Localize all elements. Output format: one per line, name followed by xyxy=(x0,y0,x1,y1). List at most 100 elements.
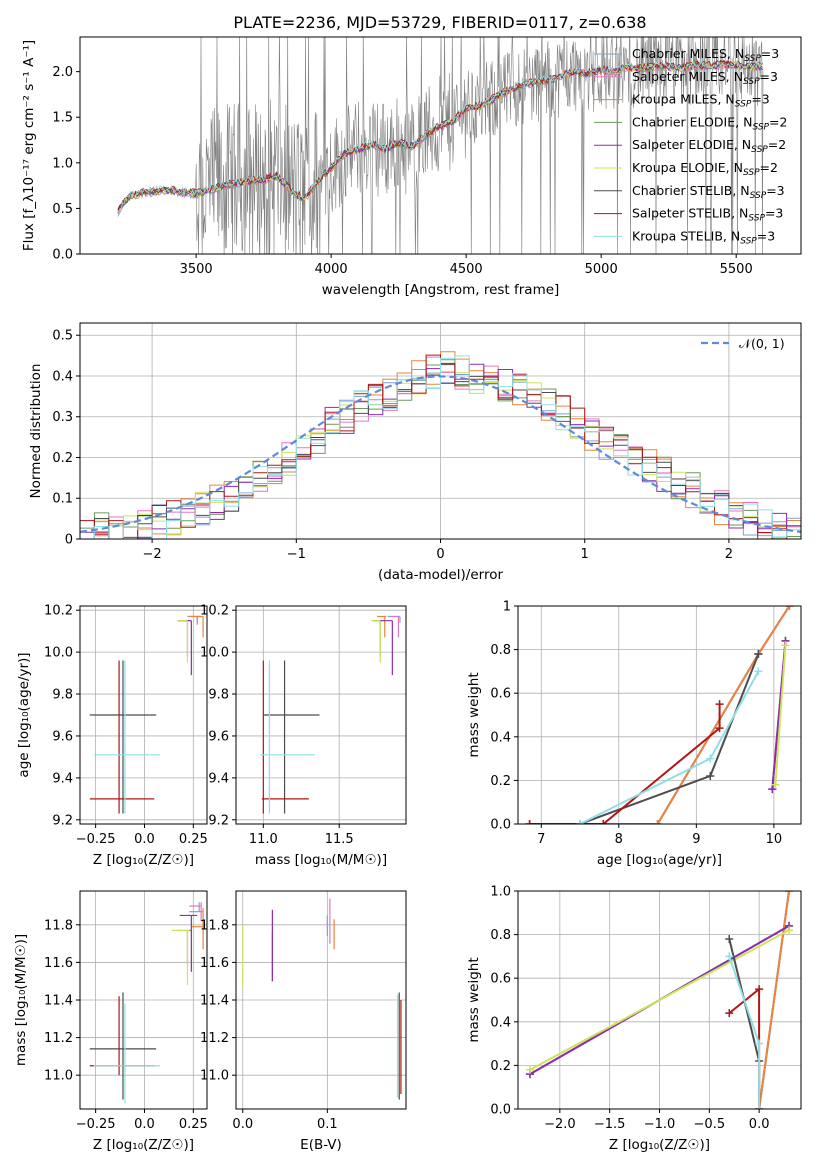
panel-z-age: −0.25 0.0 0.25 9.2 9.4 9.6 9.8 10.0 10.2 Z [log₁₀… xyxy=(16,604,208,868)
y-tick-label: 11.2 xyxy=(200,1031,229,1046)
panel-z-mass: −0.25 0.0 0.25 11.0 11.2 11.4 11.6 11.8 Z [log₁₀… xyxy=(13,890,208,1153)
y-axis-label: mass weight xyxy=(466,957,482,1042)
y-tick-label: 11.0 xyxy=(200,1069,229,1084)
y-tick-label: 0.4 xyxy=(490,1015,511,1030)
y-tick-label: 0.1 xyxy=(52,492,73,507)
plot-area-spectrum xyxy=(117,37,764,254)
normal-curve xyxy=(80,375,801,533)
y-tick-label: 11.6 xyxy=(44,956,73,971)
x-tick-label: 8 xyxy=(615,832,623,847)
legend-text: Kroupa MILES, N xyxy=(632,92,735,107)
legend-text: Salpeter ELODIE, N xyxy=(632,137,751,152)
x-tick-label: 1 xyxy=(581,547,589,562)
figure-title: PLATE=2236, MJD=53729, FIBERID=0117, z=0… xyxy=(233,13,646,32)
error-bar-point xyxy=(189,902,202,922)
y-tick-label: 9.2 xyxy=(52,813,73,828)
legend-text: Salpeter STELIB, N xyxy=(632,206,748,221)
plus-marker xyxy=(754,649,763,658)
y-tick-label: 11.8 xyxy=(200,918,229,933)
y-tick-label: 9.4 xyxy=(208,771,229,786)
x-axis-label: (data-model)/error xyxy=(378,567,504,583)
legend-text: =3 xyxy=(760,69,778,84)
y-tick-label: 0.4 xyxy=(52,369,73,384)
plus-marker xyxy=(754,667,763,676)
x-tick-label: 0 xyxy=(436,547,444,562)
error-bar-point xyxy=(93,660,161,814)
y-axis-label: Normed distribution xyxy=(28,364,44,499)
y-tick-label: 11.6 xyxy=(200,956,229,971)
x-axis-label: Z [log₁₀(Z/Z☉)] xyxy=(93,1137,194,1153)
plus-marker xyxy=(768,785,777,794)
error-bar-point xyxy=(93,1003,161,1104)
axes-frame xyxy=(517,605,802,825)
x-tick-label: 11.5 xyxy=(325,832,354,847)
x-tick-label: 2 xyxy=(725,547,733,562)
x-axis-label: age [log₁₀(age/yr)] xyxy=(597,852,722,868)
error-bar-point xyxy=(263,660,320,814)
plot-area-mass-age xyxy=(260,615,401,814)
x-tick-label: 4000 xyxy=(315,262,348,277)
axes-frame xyxy=(79,36,802,255)
y-tick-label: 9.6 xyxy=(52,729,73,744)
y-tick-label: 11.4 xyxy=(200,994,229,1009)
plus-marker xyxy=(599,820,608,824)
panel-age-weight: 7 8 9 10 0.0 0.2 0.4 0.6 0.8 1 age [log₁₀(age/yr)]… xyxy=(466,600,802,868)
x-tick-label: −1 xyxy=(287,547,306,562)
plus-marker xyxy=(525,1065,534,1074)
legend-text: Chabrier STELIB, N xyxy=(632,183,750,198)
plus-marker xyxy=(785,891,794,895)
legend-label: Chabrier STELIB, NSSP=3 xyxy=(632,183,785,201)
y-tick-label: 0.0 xyxy=(52,248,73,263)
legend-label: Salpeter ELODIE, NSSP=2 xyxy=(632,137,786,155)
observed-spectrum-line xyxy=(117,37,764,254)
plus-marker xyxy=(785,926,794,935)
plus-marker xyxy=(755,1105,764,1109)
x-tick-label: 5500 xyxy=(720,262,753,277)
legend-subscript: SSP xyxy=(752,122,769,132)
x-tick-label: −2 xyxy=(143,547,162,562)
y-tick-label: 10.0 xyxy=(44,646,73,661)
plus-marker xyxy=(706,754,715,763)
y-tick-label: 1 xyxy=(503,600,511,615)
y-tick-label: 9.2 xyxy=(208,813,229,828)
legend-text: Kroupa STELIB, N xyxy=(632,228,740,243)
legend-label: Kroupa STELIB, NSSP=3 xyxy=(632,228,775,246)
x-tick-label: 0.0 xyxy=(134,1117,155,1132)
plus-marker xyxy=(771,780,780,789)
y-tick-label: 2.0 xyxy=(52,65,73,80)
x-tick-label: 5000 xyxy=(585,262,618,277)
x-axis-label: wavelength [Angstrom, rest frame] xyxy=(322,282,560,298)
y-tick-label: 0.6 xyxy=(490,972,511,987)
weight-line xyxy=(774,645,787,785)
legend-label: Salpeter MILES, NSSP=3 xyxy=(632,69,778,87)
error-bar-point xyxy=(191,907,204,950)
legend-subscript: SSP xyxy=(735,100,752,110)
y-axis-label: Flux [f_λ10⁻¹⁷ erg cm⁻² s⁻¹ A⁻¹] xyxy=(21,40,37,251)
error-bar-point xyxy=(177,620,189,663)
plus-marker xyxy=(576,820,585,824)
error-bar-point xyxy=(171,929,190,985)
weight-line xyxy=(529,606,791,824)
plus-marker xyxy=(706,772,715,781)
model-spectrum-line xyxy=(117,60,763,214)
y-tick-label: 0.6 xyxy=(490,687,511,702)
x-tick-label: 0.25 xyxy=(179,1117,208,1132)
error-bar-point xyxy=(371,620,381,663)
weight-line xyxy=(529,704,721,824)
y-tick-label: 1.0 xyxy=(490,885,511,900)
y-tick-label: 0.5 xyxy=(52,202,73,217)
panel-z-weight: −2.0 −1.5 −1.0 −0.5 0.0 0.0 0.2 0.4 0.6 0.8 1.0 Z [… xyxy=(466,885,802,1153)
legend-label: 𝒩(0, 1) xyxy=(739,336,785,351)
x-tick-label: 10 xyxy=(766,832,783,847)
plus-marker xyxy=(525,820,534,824)
residual-histogram xyxy=(80,355,801,539)
x-axis-label: Z [log₁₀(Z/Z☉)] xyxy=(609,1137,710,1153)
plus-marker xyxy=(755,1039,764,1048)
y-tick-label: 1.5 xyxy=(52,111,73,126)
plot-area-z-mass xyxy=(89,902,204,1104)
legend-text: =2 xyxy=(768,137,786,152)
y-tick-label: 10.2 xyxy=(200,604,229,619)
x-tick-label: 9 xyxy=(692,832,700,847)
legend-text: Salpeter MILES, N xyxy=(632,69,743,84)
